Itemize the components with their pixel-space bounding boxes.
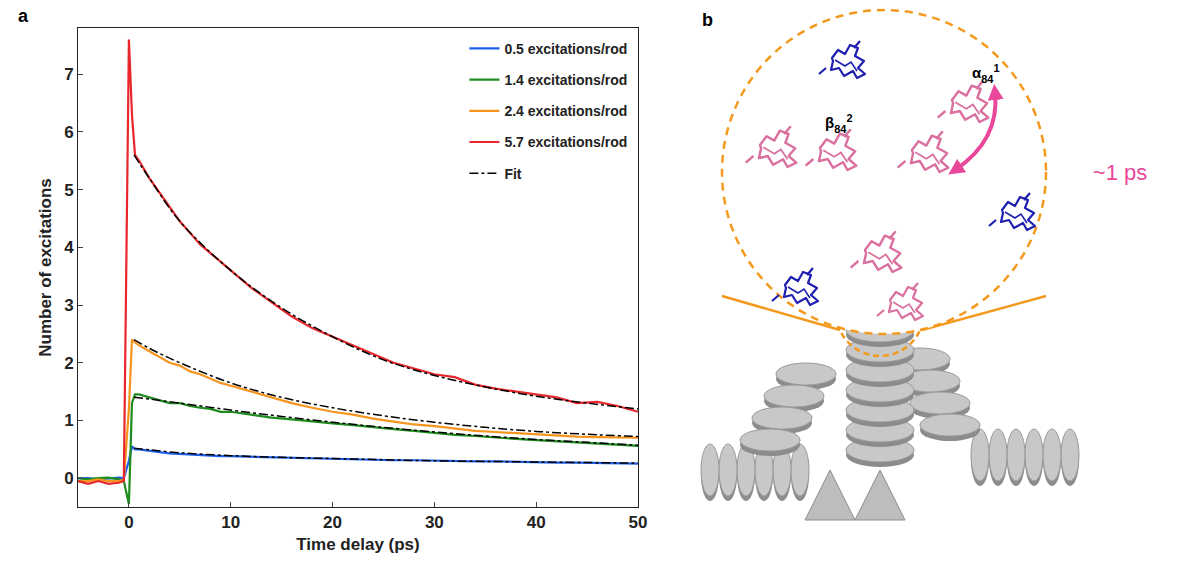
svg-text:1: 1 (64, 411, 73, 430)
svg-text:Fit: Fit (504, 166, 521, 182)
svg-text:4: 4 (64, 238, 74, 257)
svg-text:10: 10 (221, 513, 240, 532)
svg-text:5: 5 (64, 181, 73, 200)
svg-text:2.4 excitations/rod: 2.4 excitations/rod (504, 103, 627, 119)
svg-text:20: 20 (323, 513, 342, 532)
svg-text:a: a (18, 6, 29, 26)
svg-text:0: 0 (64, 469, 73, 488)
svg-text:b: b (702, 10, 713, 30)
svg-text:Time delay (ps): Time delay (ps) (296, 535, 419, 554)
svg-text:40: 40 (527, 513, 546, 532)
svg-text:5.7 excitations/rod: 5.7 excitations/rod (504, 134, 627, 150)
svg-text:0.5 excitations/rod: 0.5 excitations/rod (504, 41, 627, 57)
svg-text:7: 7 (64, 65, 73, 84)
svg-text:50: 50 (629, 513, 648, 532)
svg-text:3: 3 (64, 296, 73, 315)
svg-text:β842: β842 (825, 112, 853, 135)
svg-text:~1 ps: ~1 ps (1093, 160, 1147, 185)
svg-text:0: 0 (124, 513, 133, 532)
svg-text:1.4 excitations/rod: 1.4 excitations/rod (504, 72, 627, 88)
svg-text:30: 30 (425, 513, 444, 532)
svg-text:α841: α841 (972, 62, 1000, 85)
svg-text:6: 6 (64, 123, 73, 142)
svg-text:2: 2 (64, 354, 73, 373)
svg-text:Number of excitations: Number of excitations (36, 178, 55, 357)
